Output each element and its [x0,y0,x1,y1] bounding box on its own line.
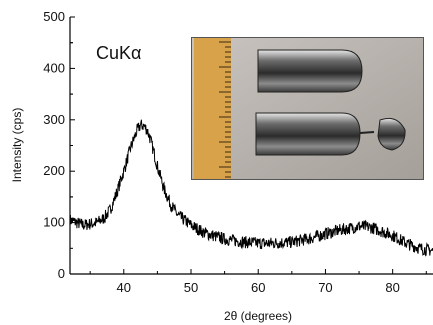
y-tick-label: 200 [43,163,65,178]
ingot-bottom [255,112,361,156]
axes: 0 100 200 300 400 500 40 50 60 70 80 [43,9,433,295]
x-tick-label: 40 [117,280,131,295]
y-tick-label: 400 [43,60,65,75]
y-tick-label: 500 [43,9,65,24]
x-tick-label: 70 [318,280,332,295]
sample-photo-inset [191,37,424,180]
ruler [194,38,231,179]
xrd-series-line [69,119,433,257]
x-tick-label: 80 [385,280,399,295]
y-tick-label: 100 [43,215,65,230]
x-tick-label: 60 [251,280,265,295]
sample-photo [192,38,423,179]
ingot-fragment [377,117,406,151]
plot-area [69,119,433,257]
y-axis-title: Intensity (cps) [10,108,24,183]
radiation-annotation: CuKα [96,43,141,63]
ingot-top [257,49,363,93]
y-tick-label: 300 [43,112,65,127]
x-axis-title: 2θ (degrees) [224,309,292,323]
x-tick-label: 50 [184,280,198,295]
y-tick-label: 0 [58,266,65,281]
